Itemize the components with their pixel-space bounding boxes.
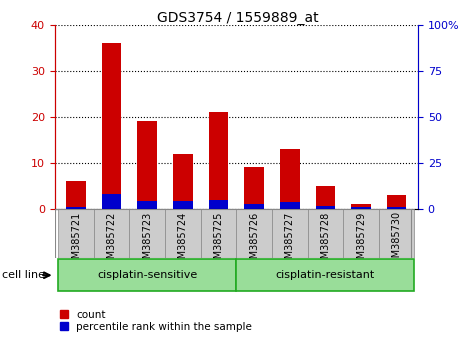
Bar [94,209,129,258]
Text: cisplatin-resistant: cisplatin-resistant [276,270,375,280]
Bar [209,112,228,209]
Bar [237,259,414,291]
Text: GSM385730: GSM385730 [391,211,402,270]
Bar [209,200,228,209]
Text: GDS3754 / 1559889_at: GDS3754 / 1559889_at [157,11,318,25]
Text: GSM385721: GSM385721 [71,211,81,270]
Bar [173,201,193,209]
Bar [58,209,94,258]
Bar [351,204,371,209]
Text: cell line: cell line [2,270,46,280]
Text: cisplatin-sensitive: cisplatin-sensitive [97,270,198,280]
Bar [351,207,371,209]
Text: GSM385727: GSM385727 [285,211,295,271]
Bar [201,209,237,258]
Text: GSM385722: GSM385722 [106,211,117,271]
Bar [102,43,122,209]
Bar [237,209,272,258]
Bar [272,209,308,258]
Bar [315,206,335,209]
Bar [165,209,200,258]
Bar [387,195,407,209]
Bar [244,167,264,209]
Text: GSM385724: GSM385724 [178,211,188,270]
Bar [315,186,335,209]
Bar [58,259,237,291]
Bar [387,207,407,209]
Bar [66,207,86,209]
Bar [173,154,193,209]
Bar [343,209,379,258]
Text: GSM385726: GSM385726 [249,211,259,270]
Bar [244,204,264,209]
Text: GSM385723: GSM385723 [142,211,152,270]
Bar [137,121,157,209]
Bar [102,194,122,209]
Bar [379,209,414,258]
Text: GSM385725: GSM385725 [213,211,224,271]
Bar [280,202,300,209]
Bar [66,181,86,209]
Bar [129,209,165,258]
Bar [280,149,300,209]
Legend: count, percentile rank within the sample: count, percentile rank within the sample [60,310,252,332]
Text: GSM385728: GSM385728 [320,211,331,270]
Bar [308,209,343,258]
Text: GSM385729: GSM385729 [356,211,366,270]
Bar [137,201,157,209]
